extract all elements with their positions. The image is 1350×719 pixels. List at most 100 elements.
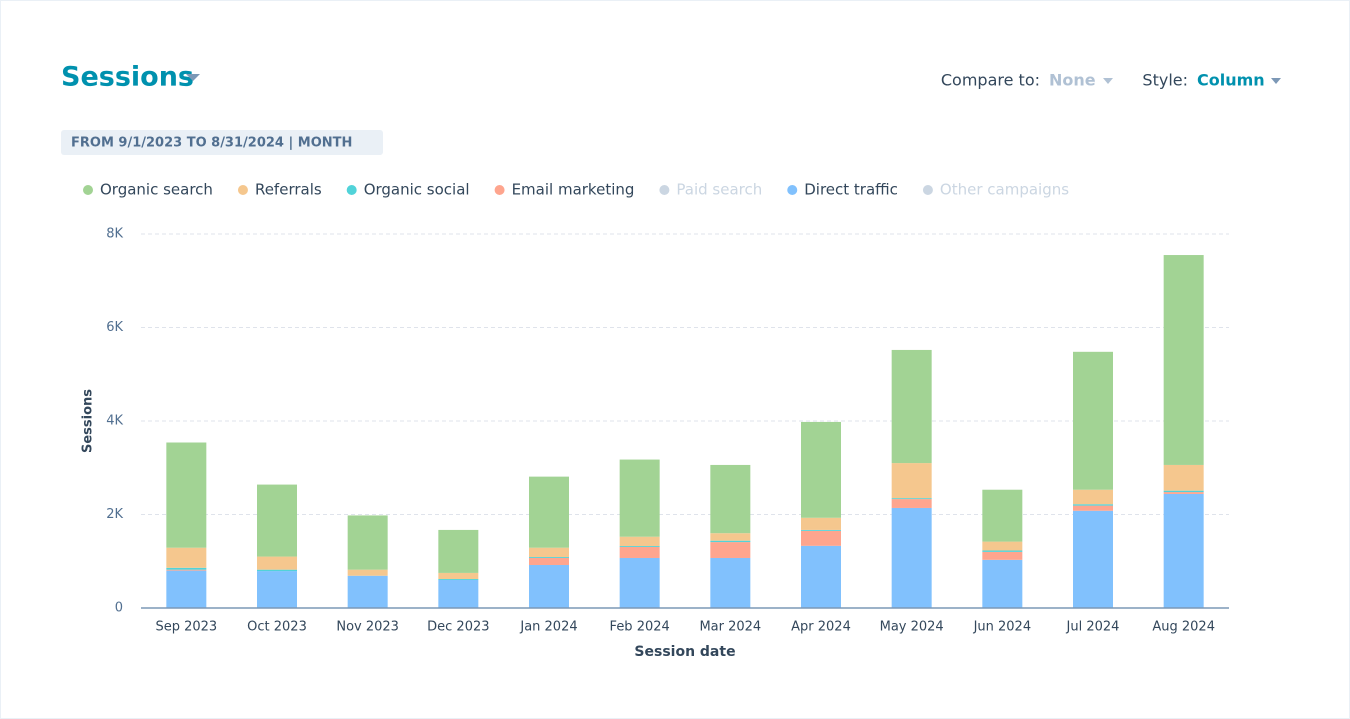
bar-segment	[257, 556, 297, 570]
bar-segment	[166, 567, 207, 570]
bar-segment	[257, 571, 297, 608]
bar-segment	[1163, 492, 1204, 494]
y-tick-label: 6K	[106, 320, 123, 335]
bar-segment	[438, 579, 479, 608]
legend-label[interactable]: Other campaigns	[940, 181, 1069, 199]
report-title[interactable]: Sessions	[61, 62, 194, 93]
bar-segment	[801, 421, 841, 518]
style-caret[interactable]	[1271, 78, 1281, 84]
bar-segment	[891, 507, 932, 608]
bar-segment	[529, 557, 569, 558]
x-tick-label: Jul 2024	[1066, 620, 1120, 635]
bar-segment	[891, 499, 932, 508]
bar-segment	[710, 540, 751, 543]
bar-segment	[619, 459, 660, 537]
bar-segment	[347, 515, 388, 570]
x-tick-label: Sep 2023	[155, 620, 217, 635]
x-tick-label: Jun 2024	[973, 620, 1032, 635]
title-caret[interactable]	[186, 74, 200, 81]
bar-segment	[619, 557, 660, 608]
bar-segment	[529, 564, 569, 608]
legend-label[interactable]: Direct traffic	[804, 181, 898, 199]
y-tick-label: 2K	[106, 507, 123, 522]
bar-segment	[982, 541, 1023, 551]
x-tick-label: Dec 2023	[427, 620, 489, 635]
bar-segment	[1163, 490, 1204, 493]
bar-segment	[166, 547, 207, 568]
bar-segment	[257, 484, 297, 557]
bar-segment	[166, 569, 207, 571]
bar-segment	[1073, 510, 1113, 608]
legend-label[interactable]: Referrals	[255, 181, 322, 199]
bar-segment	[710, 533, 751, 541]
bar-segment	[982, 489, 1023, 542]
legend-dot	[659, 185, 670, 195]
x-tick-label: Jan 2024	[519, 620, 577, 635]
bar-segment	[1073, 489, 1113, 505]
bar-segment	[1073, 505, 1113, 511]
x-tick-label: Feb 2024	[610, 620, 670, 635]
x-tick-label: May 2024	[880, 620, 944, 635]
compare-caret[interactable]	[1103, 78, 1113, 84]
bar-segment	[347, 569, 388, 576]
bar-segment	[891, 498, 932, 500]
bar-segment	[801, 530, 841, 546]
legend-label[interactable]: Organic search	[100, 181, 213, 199]
bar-segment	[619, 546, 660, 558]
bar-segment	[619, 546, 660, 547]
x-tick-label: Aug 2024	[1152, 620, 1215, 635]
bar-segment	[710, 557, 751, 608]
bar-segment	[438, 572, 479, 580]
legend-dot	[83, 185, 93, 195]
bar-segment	[166, 442, 207, 548]
bar-segment	[1163, 493, 1204, 608]
legend-dot	[922, 185, 933, 195]
y-tick-label: 0	[115, 601, 123, 616]
bar-segment	[982, 551, 1023, 560]
bar-segment	[891, 349, 932, 464]
bar-segment	[529, 557, 569, 565]
x-axis-title: Session date	[634, 644, 735, 660]
bar-segment	[1163, 255, 1204, 465]
range-text: FROM 9/1/2023 TO 8/31/2024 | MONTH	[71, 136, 352, 151]
range-badge	[61, 130, 383, 155]
bar-segment	[982, 559, 1023, 608]
compare-value[interactable]: None	[1049, 71, 1096, 90]
y-tick-label: 4K	[106, 414, 123, 429]
bar-segment	[619, 536, 660, 547]
style-label: Style:	[1142, 71, 1188, 90]
x-tick-label: Apr 2024	[791, 620, 851, 635]
bar-segment	[710, 542, 751, 558]
x-tick-label: Oct 2023	[247, 620, 307, 635]
legend-dot	[346, 185, 357, 195]
legend-label[interactable]: Paid search	[676, 181, 762, 199]
bar-segment	[801, 545, 841, 608]
style-value[interactable]: Column	[1197, 71, 1265, 90]
legend-label[interactable]: Email marketing	[512, 181, 635, 199]
legend-dot	[787, 185, 798, 195]
bar-segment	[891, 463, 932, 499]
bar-segment	[801, 517, 841, 530]
x-tick-label: Mar 2024	[699, 620, 761, 635]
bar-segment	[166, 570, 207, 608]
x-tick-label: Nov 2023	[336, 620, 399, 635]
bar-segment	[347, 575, 388, 608]
y-axis-title: Sessions	[81, 389, 96, 453]
bar-segment	[710, 464, 751, 534]
compare-label: Compare to:	[941, 71, 1040, 90]
bar-segment	[1163, 464, 1204, 491]
legend-label[interactable]: Organic social	[364, 181, 470, 199]
bar-segment	[1073, 351, 1113, 490]
bar-segment	[801, 529, 841, 531]
bar-segment	[1073, 504, 1113, 506]
legend-dot	[494, 185, 505, 195]
bar-segment	[982, 550, 1023, 552]
bar-segment	[438, 529, 479, 573]
y-tick-label: 8K	[106, 227, 123, 242]
legend-dot	[237, 185, 248, 195]
bar-segment	[438, 579, 479, 580]
bar-segment	[529, 547, 569, 558]
bar-segment	[529, 476, 569, 548]
